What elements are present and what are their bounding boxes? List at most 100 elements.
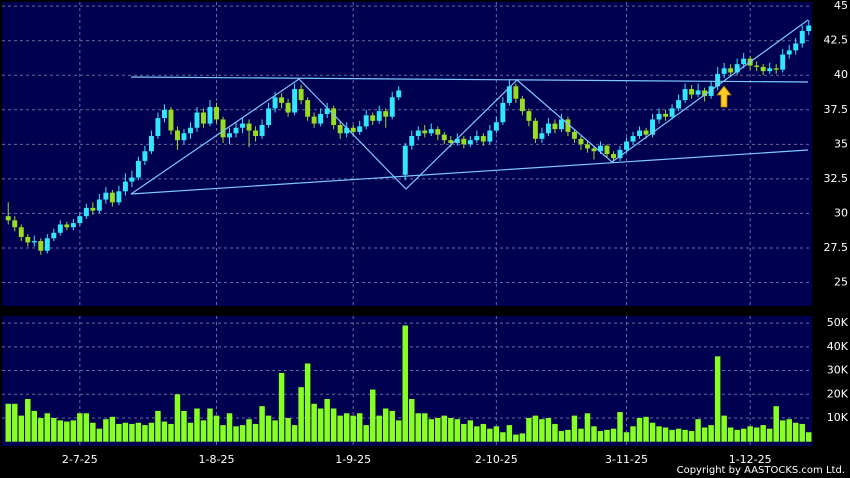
y-tick-label: 37.5 [824,103,849,116]
candle-body [214,107,219,120]
y-tick-label: 45 [834,0,848,12]
candle-body [298,89,304,101]
volume-bar [233,426,239,442]
volume-bar [617,412,623,442]
candle-body [656,113,662,120]
candle-body [389,97,395,117]
candle-body [422,130,428,134]
volume-bar [96,428,103,442]
candle-body [31,241,37,243]
volume-bar [714,356,721,442]
candle-body [741,58,747,65]
y-tick-label: 32.5 [824,172,849,185]
volume-bar [259,406,265,442]
volume-bar [766,428,773,442]
volume-bar [135,422,142,442]
volume-bar [83,413,90,442]
volume-bar [57,420,64,442]
candle-body [487,130,493,142]
y-tick-label: 30K [827,364,849,377]
candle-body [799,31,805,44]
candle-body [728,68,734,73]
candle-body [129,177,135,182]
candle-body [350,127,356,132]
candle-body [702,90,708,96]
volume-bar [435,418,441,442]
candle-body [174,130,180,141]
volume-bar [493,426,500,442]
volume-bar [656,426,662,442]
candle-body [188,127,193,134]
candle-body [689,89,695,95]
volume-bar [207,408,213,442]
volume-bar [409,399,415,442]
candle-body [168,109,174,131]
volume-bar [448,418,454,442]
candle-body [708,86,714,96]
candle-body [441,134,447,141]
volume-bar [779,420,786,442]
candle-body [767,68,773,72]
volume-bar [747,426,753,442]
candle-body [715,73,721,87]
candle-body [493,122,499,131]
y-tick-label: 25 [834,276,848,289]
candle-body [793,43,799,51]
y-tick-label: 40 [834,68,848,81]
candle-body [194,112,200,128]
candle-body [519,98,525,112]
candle-body [396,90,402,98]
candle-body [545,123,551,134]
candle-body [116,191,122,203]
volume-bar [591,426,597,442]
candle-body [337,124,343,134]
volume-bar [682,429,688,442]
volume-bar [597,431,604,442]
volume-bar [669,429,675,442]
candle-body [324,108,330,114]
volume-bar [480,423,487,442]
candle-body [650,119,656,135]
volume-bar [5,403,11,442]
candle-body [311,116,317,124]
candle-body [18,227,24,237]
candle-body [513,86,519,99]
candle-body [90,207,96,211]
candle-body [38,241,44,251]
volume-bar [116,423,122,442]
x-tick-label: 1-8-25 [199,453,235,466]
y-tick-label: 50K [827,316,849,329]
volume-bar [708,425,714,442]
volume-bar [552,423,558,442]
y-tick-label: 20K [827,387,849,400]
candle-body [552,123,558,130]
volume-bar [239,425,246,442]
candle-body [760,66,766,72]
volume-bar [324,399,330,442]
candle-body [682,89,688,101]
candle-body [57,224,63,233]
candle-body [663,113,669,117]
volume-bar [565,429,571,442]
volume-bar [155,410,161,442]
candle-body [305,100,311,117]
candle-body [428,129,434,134]
candle-body [253,130,259,137]
candle-body [474,136,480,141]
x-tick-label: 2-7-25 [62,453,98,466]
candle-body [201,112,206,124]
candle-body [272,97,278,109]
volume-bar [688,431,695,442]
volume-bar [695,419,701,442]
candle-body [409,136,415,146]
support-line [130,149,809,195]
volume-bar [454,419,461,442]
candle-body [344,127,350,134]
copyright: Copyright by AASTOCKS.com Ltd. [677,465,845,476]
volume-bar [610,428,617,442]
volume-bar [604,429,610,442]
x-tick-label: 2-10-25 [475,453,518,466]
candle-body [227,133,233,138]
candle-body [676,100,682,109]
volume-bar [513,434,519,442]
